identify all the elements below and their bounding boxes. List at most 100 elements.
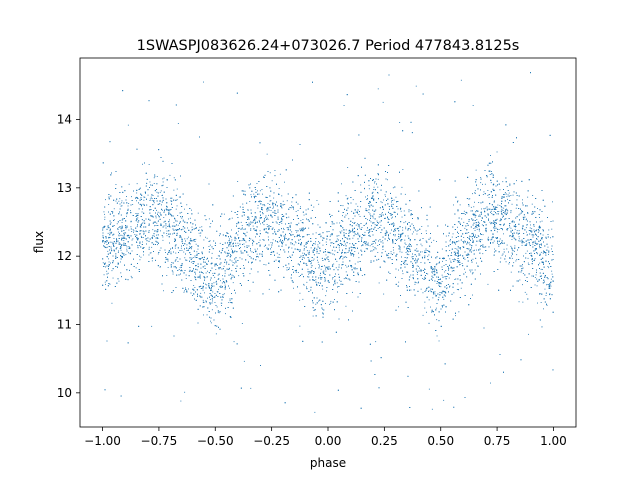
scatter-point xyxy=(127,205,129,207)
scatter-point xyxy=(237,228,239,229)
scatter-point xyxy=(205,300,207,302)
scatter-point xyxy=(367,242,369,244)
scatter-point xyxy=(518,301,520,303)
scatter-point xyxy=(531,228,533,230)
scatter-point xyxy=(189,217,191,219)
scatter-point xyxy=(208,246,210,247)
scatter-point xyxy=(441,281,443,282)
scatter-point xyxy=(219,242,221,244)
scatter-point xyxy=(176,205,178,207)
scatter-point xyxy=(503,224,505,226)
scatter-point xyxy=(278,188,280,189)
scatter-point xyxy=(416,273,418,275)
scatter-point xyxy=(150,252,152,254)
scatter-point xyxy=(286,267,288,269)
scatter-point xyxy=(149,198,151,200)
scatter-point xyxy=(357,223,358,225)
scatter-point xyxy=(142,241,143,243)
scatter-point xyxy=(131,239,133,241)
scatter-point xyxy=(177,224,179,226)
scatter-point xyxy=(302,252,304,254)
scatter-point xyxy=(474,216,476,218)
scatter-point xyxy=(450,255,452,256)
scatter-point xyxy=(352,199,354,201)
scatter-point xyxy=(220,285,222,287)
scatter-point xyxy=(452,270,454,271)
scatter-point xyxy=(210,320,211,322)
scatter-point xyxy=(357,205,359,207)
scatter-point xyxy=(257,190,258,192)
scatter-point xyxy=(476,228,478,230)
scatter-point xyxy=(191,226,193,228)
scatter-point xyxy=(482,253,484,255)
scatter-point xyxy=(506,209,508,211)
scatter-point xyxy=(275,221,277,223)
scatter-point xyxy=(546,304,548,306)
scatter-point xyxy=(154,235,155,237)
scatter-point xyxy=(116,247,118,248)
scatter-point xyxy=(348,218,350,220)
scatter-point xyxy=(431,408,433,410)
scatter-point xyxy=(216,284,218,285)
scatter-point xyxy=(417,250,419,252)
scatter-point xyxy=(355,247,356,249)
scatter-point xyxy=(503,216,504,217)
scatter-point xyxy=(494,224,496,226)
scatter-point xyxy=(478,230,480,232)
scatter-point xyxy=(401,186,403,188)
scatter-point xyxy=(360,184,362,186)
scatter-point xyxy=(124,238,126,239)
scatter-point xyxy=(475,211,476,213)
scatter-point xyxy=(104,242,105,244)
scatter-point xyxy=(173,189,175,191)
scatter-point xyxy=(435,264,437,266)
scatter-point xyxy=(404,239,406,241)
scatter-point xyxy=(291,231,293,233)
scatter-point xyxy=(221,302,223,304)
scatter-point xyxy=(291,201,293,203)
scatter-point xyxy=(286,227,288,229)
scatter-point xyxy=(419,267,420,269)
scatter-point xyxy=(334,280,335,282)
scatter-point xyxy=(230,254,231,255)
scatter-point xyxy=(474,237,475,238)
scatter-point xyxy=(172,273,174,275)
scatter-point xyxy=(475,192,476,194)
scatter-point xyxy=(509,184,511,186)
scatter-point xyxy=(343,278,345,280)
scatter-point xyxy=(487,190,489,191)
scatter-point xyxy=(185,278,187,279)
scatter-point xyxy=(521,227,523,229)
scatter-point xyxy=(259,190,261,192)
scatter-point xyxy=(542,229,544,230)
scatter-point xyxy=(304,252,305,254)
scatter-point xyxy=(467,252,469,254)
scatter-point xyxy=(318,300,320,302)
scatter-point xyxy=(137,217,139,219)
scatter-point xyxy=(482,194,484,195)
scatter-point xyxy=(313,206,315,208)
scatter-point xyxy=(451,236,453,238)
scatter-point xyxy=(200,292,202,294)
scatter-point xyxy=(451,270,453,272)
scatter-point xyxy=(511,255,512,257)
scatter-point xyxy=(461,263,463,264)
scatter-point xyxy=(500,257,502,259)
scatter-point xyxy=(436,319,438,321)
scatter-point xyxy=(392,187,394,189)
scatter-point xyxy=(322,237,324,239)
scatter-point xyxy=(244,190,246,192)
scatter-point xyxy=(241,323,243,324)
scatter-point xyxy=(341,230,343,232)
scatter-point xyxy=(315,279,317,281)
scatter-point xyxy=(361,245,362,247)
scatter-point xyxy=(531,212,533,214)
scatter-point xyxy=(526,250,528,252)
scatter-point xyxy=(160,266,161,268)
scatter-point xyxy=(266,224,268,225)
scatter-point xyxy=(142,163,143,165)
scatter-point xyxy=(203,314,204,316)
scatter-point xyxy=(488,239,490,241)
scatter-point xyxy=(312,259,314,261)
scatter-point xyxy=(333,263,335,265)
